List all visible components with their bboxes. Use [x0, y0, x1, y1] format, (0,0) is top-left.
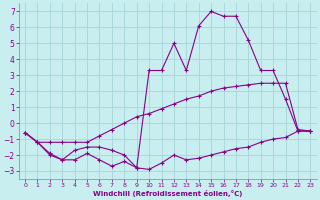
X-axis label: Windchill (Refroidissement éolien,°C): Windchill (Refroidissement éolien,°C) [93, 190, 242, 197]
